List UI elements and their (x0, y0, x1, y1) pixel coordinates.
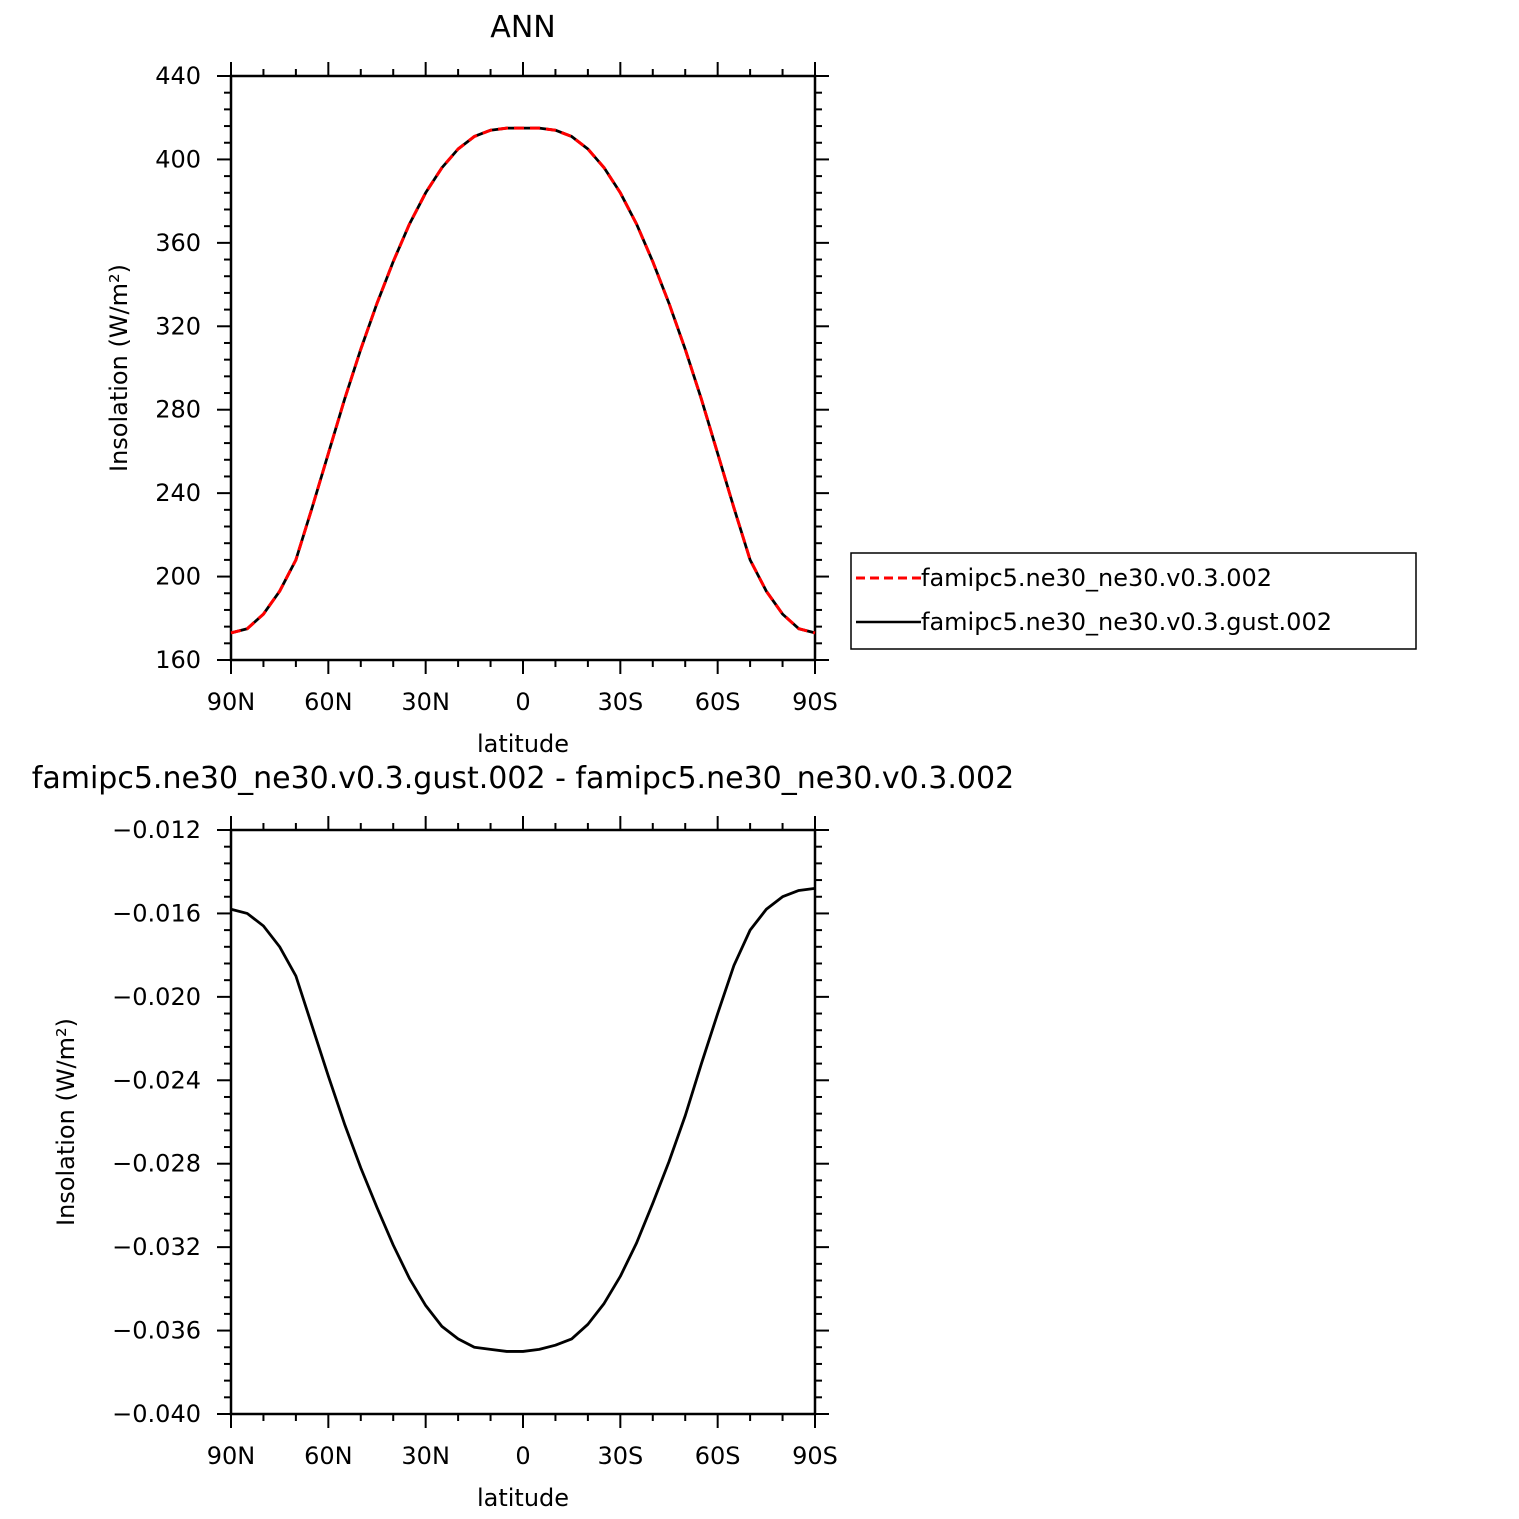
bottom-plot: famipc5.ne30_ne30.v0.3.gust.002 - famipc… (32, 761, 1014, 1512)
bottom-plot-x-tick-label: 30N (401, 1442, 450, 1470)
bottom-plot-y-tick-label: −0.032 (112, 1233, 201, 1261)
bottom-plot-y-tick-label: −0.016 (112, 899, 201, 927)
top-plot: ANN 90N 60N 30N 0 30S 60S 90S 160 200 240 280 320 3… (105, 10, 838, 758)
bottom-plot-series-line-1 (230, 887, 816, 1353)
legend-label-2: famipc5.ne30_ne30.v0.3.gust.002 (921, 608, 1332, 636)
bottom-plot-y-tick-label: −0.012 (112, 816, 201, 844)
bottom-plot-y-tick-label: −0.024 (112, 1066, 201, 1094)
bottom-plot-y-axis-title: Insolation (W/m²) (52, 1018, 80, 1226)
top-plot-y-tick-label: 440 (155, 62, 201, 90)
top-plot-y-tick-label: 320 (155, 312, 201, 340)
bottom-plot-title: famipc5.ne30_ne30.v0.3.gust.002 - famipc… (32, 761, 1014, 796)
top-plot-x-tick-label: 0 (515, 688, 530, 716)
top-plot-series-line-2 (230, 126, 816, 635)
top-plot-y-tick-label: 360 (155, 229, 201, 257)
bottom-plot-x-tick-label: 0 (515, 1442, 530, 1470)
top-plot-x-tick-label: 30S (597, 688, 643, 716)
legend: famipc5.ne30_ne30.v0.3.002 famipc5.ne30_… (850, 552, 1417, 650)
bottom-plot-series (230, 887, 816, 1353)
bottom-plot-y-tick-label: −0.036 (112, 1317, 201, 1345)
bottom-plot-x-tick-label: 60S (695, 1442, 741, 1470)
top-plot-y-tick-label: 240 (155, 479, 201, 507)
bottom-plot-ticks (217, 816, 829, 1428)
top-plot-x-axis-title: latitude (477, 730, 569, 758)
legend-label-1: famipc5.ne30_ne30.v0.3.002 (921, 564, 1272, 592)
top-plot-y-tick-label: 200 (155, 563, 201, 591)
top-plot-y-tick-label: 160 (155, 646, 201, 674)
bottom-plot-x-axis-title: latitude (477, 1484, 569, 1512)
top-plot-x-tick-label: 90S (792, 688, 838, 716)
legend-box (850, 552, 1417, 650)
top-plot-y-tick-label: 280 (155, 396, 201, 424)
bottom-plot-y-tick-label: −0.040 (112, 1400, 201, 1428)
top-plot-title: ANN (490, 10, 555, 45)
bottom-plot-x-tick-label: 30S (597, 1442, 643, 1470)
top-plot-x-tick-label: 90N (207, 688, 256, 716)
top-plot-x-tick-label: 30N (401, 688, 450, 716)
bottom-plot-frame (229, 828, 817, 1416)
top-plot-series (230, 126, 816, 635)
bottom-plot-y-tick-label: −0.028 (112, 1150, 201, 1178)
top-plot-x-tick-label: 60N (304, 688, 353, 716)
top-plot-y-tick-labels: 160 200 240 280 320 360 400 440 (155, 62, 201, 674)
top-plot-frame (229, 74, 817, 662)
bottom-plot-x-tick-label: 90S (792, 1442, 838, 1470)
bottom-plot-y-tick-labels: −0.040 −0.036 −0.032 −0.028 −0.024 −0.020 −0.0… (112, 816, 201, 1428)
top-plot-ticks (217, 62, 829, 674)
top-plot-y-axis-title: Insolation (W/m²) (105, 264, 133, 472)
bottom-plot-x-tick-label: 60N (304, 1442, 353, 1470)
top-plot-series-line-1 (230, 126, 816, 635)
top-plot-x-tick-labels: 90N 60N 30N 0 30S 60S 90S (207, 688, 838, 716)
bottom-plot-x-tick-labels: 90N 60N 30N 0 30S 60S 90S (207, 1442, 838, 1470)
bottom-plot-y-tick-label: −0.020 (112, 983, 201, 1011)
top-plot-y-tick-label: 400 (155, 145, 201, 173)
top-plot-x-tick-label: 60S (695, 688, 741, 716)
bottom-plot-x-tick-label: 90N (207, 1442, 256, 1470)
